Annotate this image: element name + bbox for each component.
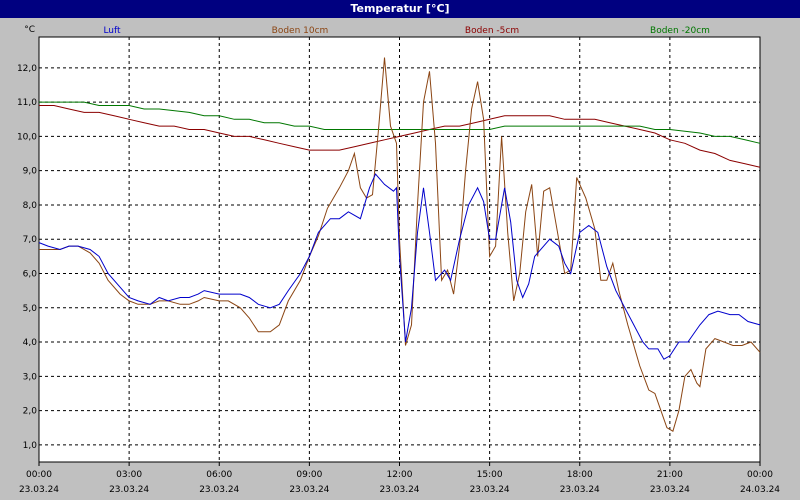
x-tick-time-label: 18:00 [567, 470, 593, 480]
y-tick-label: 8,0 [23, 201, 38, 211]
series-line-boden-5cm [39, 105, 761, 168]
x-tick-time-label: 06:00 [206, 470, 232, 480]
legend-entry: Luft [103, 26, 121, 36]
legend-entry: Boden -5cm [465, 26, 519, 36]
y-tick-label: 7,0 [23, 235, 38, 245]
x-tick-time-label: 00:00 [26, 470, 52, 480]
x-tick-date-label: 23.03.24 [560, 485, 600, 495]
y-tick-label: 1,0 [23, 441, 38, 451]
y-tick-label: 9,0 [23, 167, 38, 177]
y-axis-label: °C [24, 25, 35, 35]
x-tick-date-label: 23.03.24 [650, 485, 690, 495]
series-line-boden-20cm [39, 101, 761, 144]
x-tick-date-label: 23.03.24 [289, 485, 329, 495]
x-tick-time-label: 00:00 [747, 470, 773, 480]
legend-entry: Boden 10cm [272, 26, 329, 36]
x-tick-date-label: 23.03.24 [109, 485, 149, 495]
x-tick-time-label: 03:00 [116, 470, 142, 480]
y-tick-label: 11,0 [17, 98, 37, 108]
series-line-boden-10cm [39, 57, 761, 432]
legend-entry: Boden -20cm [650, 26, 710, 36]
y-tick-label: 3,0 [23, 372, 38, 382]
y-tick-label: 10,0 [17, 132, 37, 142]
y-tick-label: 4,0 [23, 338, 38, 348]
y-tick-label: 12,0 [17, 64, 37, 74]
x-tick-date-label: 23.03.24 [19, 485, 59, 495]
window-title: Temperatur [°C] [0, 0, 800, 18]
x-tick-time-label: 12:00 [387, 470, 413, 480]
series-line-luft [38, 173, 761, 360]
x-tick-date-label: 23.03.24 [199, 485, 239, 495]
x-tick-date-label: 23.03.24 [379, 485, 419, 495]
x-tick-date-label: 23.03.24 [470, 485, 510, 495]
y-tick-label: 6,0 [23, 269, 38, 279]
x-tick-time-label: 09:00 [296, 470, 322, 480]
x-tick-time-label: 15:00 [477, 470, 503, 480]
x-tick-time-label: 21:00 [657, 470, 683, 480]
x-tick-date-label: 24.03.24 [740, 485, 780, 495]
temperature-chart: 1,0 2,0 3,0 4,0 5,0 6,0 7,0 8,0 9,0 10,0 11,0 12,0 °… [17, 25, 780, 495]
y-tick-label: 5,0 [23, 304, 38, 314]
y-tick-label: 2,0 [23, 407, 38, 417]
